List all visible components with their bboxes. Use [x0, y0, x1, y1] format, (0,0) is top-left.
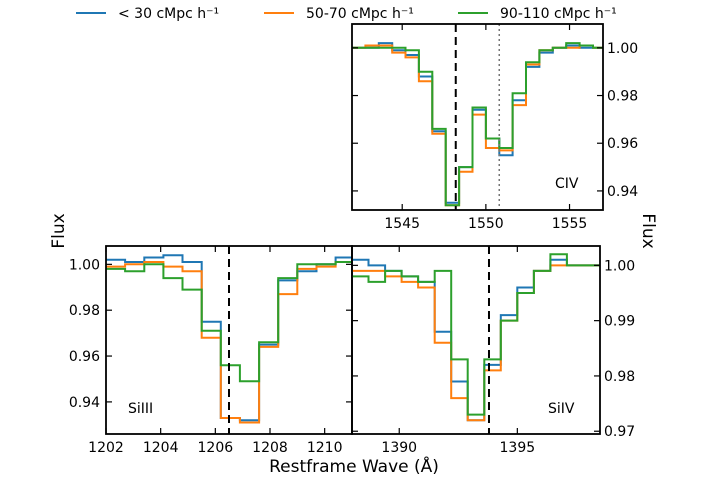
- siiv-ion-label: SiIV: [548, 401, 575, 417]
- siiii-ytick-label-1: 0.96: [69, 349, 100, 365]
- panel-siiii: 1202 1204 1206 1208 1210 0.94 0.96 0.98 1.00 SiII…: [69, 245, 353, 456]
- x-axis-label: Restframe Wave (Å): [269, 455, 439, 477]
- siiii-series-2: [106, 261, 352, 383]
- siiv-series-2: [352, 253, 600, 416]
- legend-label-0: < 30 cMpc h⁻¹: [118, 6, 219, 22]
- siiv-xtick-label-1: 1395: [500, 440, 536, 456]
- legend-label-2: 90-110 cMpc h⁻¹: [500, 6, 617, 22]
- siiv-series-1: [352, 264, 600, 422]
- siiv-ytick-label-1: 0.98: [604, 369, 635, 385]
- civ-frame: [351, 23, 604, 211]
- civ-xtick-label-1: 1550: [468, 216, 504, 232]
- siiii-xtick-label-2: 1206: [198, 440, 234, 456]
- y-axis-label-left: Flux: [49, 213, 69, 248]
- legend-label-1: 50-70 cMpc h⁻¹: [306, 6, 414, 22]
- siiv-ytick-label-2: 0.99: [604, 314, 635, 330]
- siiii-ytick-label-2: 0.98: [69, 303, 100, 319]
- civ-ytick-label-1: 0.96: [607, 136, 638, 152]
- siiv-plot-area: [352, 246, 600, 434]
- siiii-xtick-label-3: 1208: [252, 440, 288, 456]
- siiii-ion-label: SiIII: [128, 401, 153, 417]
- siiii-ytick-label-0: 0.94: [69, 395, 100, 411]
- civ-ytick-label-3: 1.00: [607, 41, 638, 57]
- siiv-ytick-label-0: 0.97: [604, 424, 635, 440]
- legend: < 30 cMpc h⁻¹ 50-70 cMpc h⁻¹ 90-110 cMpc…: [76, 6, 617, 22]
- siiii-series-1: [106, 261, 352, 424]
- siiii-xtick-label-1: 1204: [143, 440, 179, 456]
- civ-xtick-label-0: 1545: [384, 216, 420, 232]
- siiv-frame: [351, 245, 601, 435]
- civ-ytick-label-2: 0.98: [607, 89, 638, 105]
- civ-series-2: [352, 42, 603, 207]
- siiv-series-0: [352, 258, 600, 422]
- siiii-xtick-label-0: 1202: [88, 440, 124, 456]
- siiii-ytick-label-3: 1.00: [69, 257, 100, 273]
- panel-civ: 1545 1550 1555 0.94 0.96 0.98 1.00 CIV: [351, 23, 638, 232]
- civ-xtick-label-2: 1555: [552, 216, 588, 232]
- siiv-ytick-label-3: 1.00: [604, 258, 635, 274]
- siiii-plot-area: [106, 246, 352, 434]
- civ-ion-label: CIV: [555, 176, 579, 192]
- civ-plot-area: [352, 24, 603, 210]
- civ-ytick-label-0: 0.94: [607, 184, 638, 200]
- siiii-xtick-label-4: 1210: [307, 440, 343, 456]
- panel-siiv: 1390 1395 0.97 0.98 0.99 1.00 SiIV: [351, 245, 635, 456]
- y-axis-label-right: Flux: [638, 213, 658, 248]
- siiv-xtick-label-0: 1390: [381, 440, 417, 456]
